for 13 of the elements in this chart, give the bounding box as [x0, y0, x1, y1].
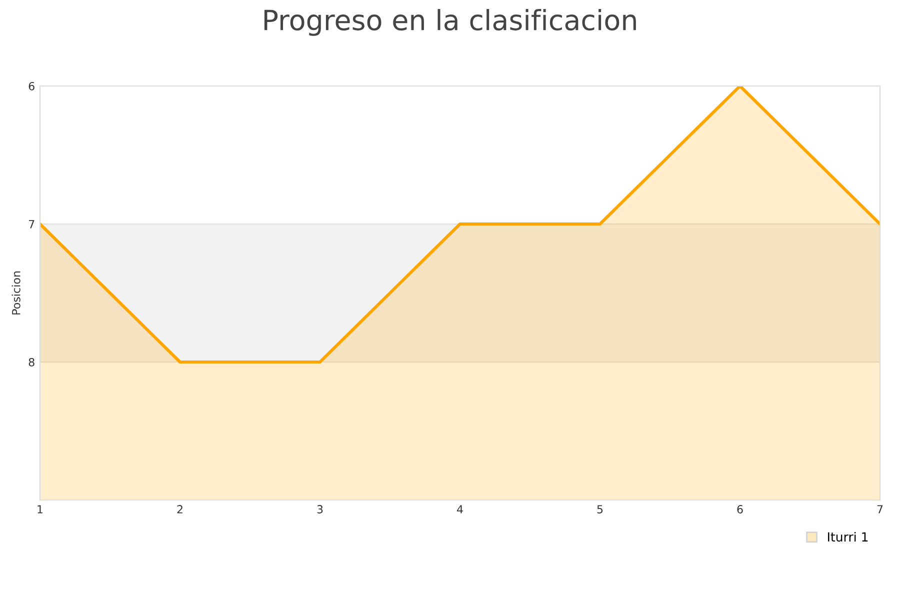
x-tick-label: 6 — [737, 505, 743, 514]
y-axis-title: Posicion — [12, 271, 20, 314]
y-tick-label: 7 — [28, 220, 34, 228]
y-tick-label: 6 — [28, 82, 34, 90]
y-tick-label: 8 — [28, 358, 34, 366]
x-tick-label: 5 — [597, 505, 603, 514]
x-tick-label: 1 — [38, 505, 43, 514]
x-tick-label: 4 — [457, 505, 463, 514]
legend-label: Iturri 1 — [828, 532, 868, 542]
x-tick-label: 7 — [877, 505, 883, 514]
x-tick-label: 3 — [317, 505, 323, 514]
x-tick-label: 2 — [177, 505, 182, 514]
chart-title: Progreso en la clasificacion — [264, 9, 636, 36]
